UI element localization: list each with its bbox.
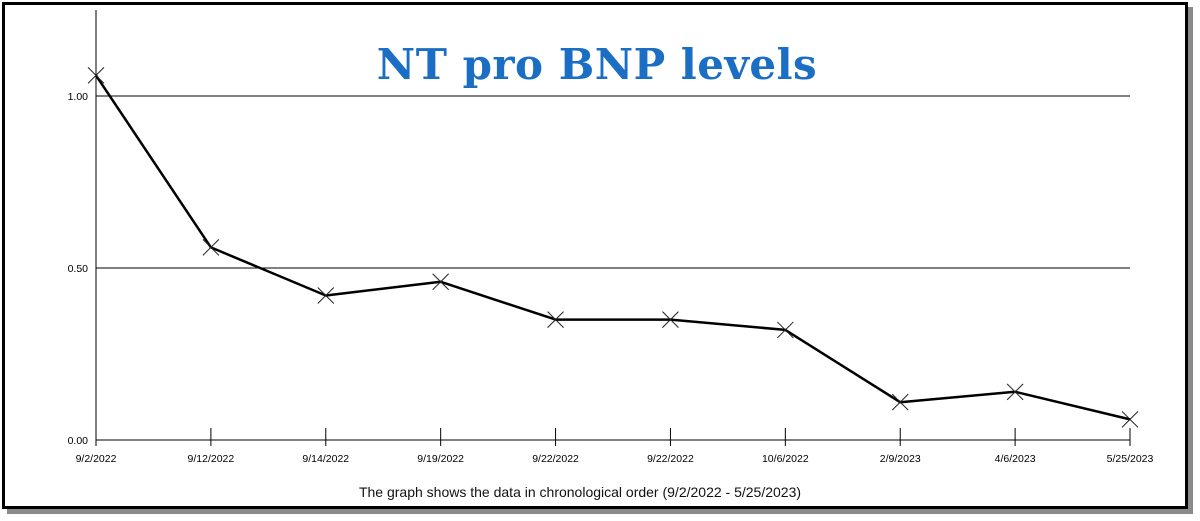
data-point-marker (87, 67, 105, 84)
x-tick-label: 9/22/2022 (647, 453, 694, 465)
x-tick-labels: 9/2/2022 9/12/2022 9/14/2022 9/19/2022 9/22/… (76, 453, 1154, 465)
x-tick-label: 4/6/2023 (995, 453, 1036, 465)
data-point-marker (662, 311, 679, 328)
chart-caption: The graph shows the data in chronologica… (358, 484, 802, 500)
x-tick-label: 9/19/2022 (417, 453, 464, 465)
data-point-marker (432, 273, 450, 291)
chart-frame (2, 2, 1188, 509)
x-tick-label: 2/9/2023 (880, 453, 921, 465)
data-point-marker (1006, 383, 1024, 401)
axes (95, 10, 1131, 446)
y-tick-label: 0.00 (68, 435, 89, 447)
x-tick-label: 9/2/2022 (76, 453, 117, 465)
data-point-marker (776, 321, 794, 339)
x-tick-label: 9/12/2022 (188, 453, 235, 465)
x-tick-label: 9/14/2022 (302, 453, 349, 465)
data-point-marker (317, 287, 335, 304)
gridlines (96, 95, 1130, 269)
y-tick-labels: 0.00 0.50 1.00 (68, 91, 89, 447)
chart-title: NT pro BNP levels (376, 40, 818, 89)
series (87, 67, 1139, 428)
x-tick-label: 10/6/2022 (762, 453, 809, 465)
data-point-marker (1121, 411, 1139, 428)
y-tick-label: 0.50 (68, 263, 89, 275)
x-tick-label: 5/25/2023 (1107, 453, 1154, 465)
data-point-marker (202, 239, 220, 256)
x-tick-label: 9/22/2022 (532, 453, 579, 465)
data-point-marker (891, 393, 909, 411)
data-point-marker (547, 311, 564, 328)
y-tick-label: 1.00 (68, 91, 89, 103)
series-line (94, 74, 1131, 421)
